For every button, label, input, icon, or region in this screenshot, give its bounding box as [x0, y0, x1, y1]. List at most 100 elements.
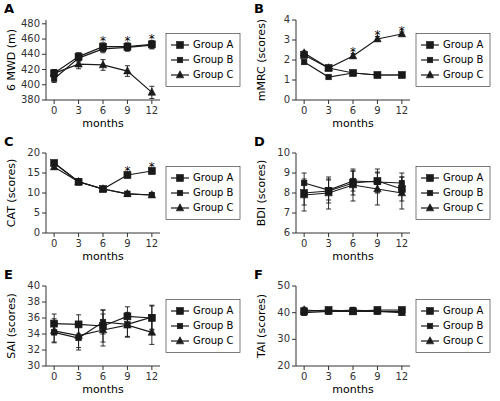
y-tick-label: 1 — [284, 74, 290, 85]
error-cap — [101, 310, 106, 311]
error-cap — [125, 51, 130, 52]
error-cap — [76, 347, 81, 348]
series-line — [54, 45, 152, 79]
x-tick — [127, 366, 128, 370]
x-tick — [304, 233, 305, 237]
x-tick-label: 6 — [100, 238, 106, 249]
y-tick — [292, 60, 296, 61]
error-cap — [149, 48, 154, 49]
marker — [50, 163, 58, 170]
figure: A380400420440460480036912months6 MWD (m)… — [0, 0, 500, 401]
marker — [148, 328, 156, 335]
marker — [350, 70, 357, 77]
marker — [349, 307, 357, 314]
marker — [301, 59, 307, 65]
error-cap — [76, 314, 81, 315]
marker — [124, 190, 132, 197]
series-line — [54, 167, 152, 195]
marker — [325, 189, 333, 196]
x-tick — [78, 233, 79, 237]
error-cap — [101, 52, 106, 53]
legend-label: Group A — [443, 39, 484, 50]
legend-frame — [166, 300, 240, 353]
legend-label: Group A — [443, 172, 484, 183]
annotation: * — [149, 160, 155, 174]
marker — [427, 57, 433, 63]
marker — [426, 337, 434, 344]
y-tick-label: 20 — [277, 360, 290, 371]
x-tick — [377, 233, 378, 237]
error-cap — [52, 318, 57, 319]
y-tick — [42, 318, 46, 319]
y-tick-label: 8 — [284, 187, 290, 198]
panel-label: C — [4, 134, 14, 149]
legend-frame — [166, 167, 240, 220]
marker — [398, 189, 406, 196]
error-cap — [302, 173, 307, 174]
marker — [325, 64, 333, 71]
y-tick-label: 380 — [21, 94, 40, 105]
series-line — [54, 163, 152, 195]
marker — [426, 204, 434, 211]
x-tick — [377, 366, 378, 370]
marker — [427, 190, 433, 196]
marker — [177, 308, 184, 315]
x-tick-label: 9 — [124, 238, 130, 249]
marker — [125, 322, 131, 328]
y-tick-label: 36 — [27, 312, 40, 323]
error-bar — [351, 71, 356, 75]
error-cap — [52, 77, 57, 78]
legend: Group AGroup BGroup C — [166, 167, 240, 220]
x-tick-label: 6 — [100, 105, 106, 116]
annotation: * — [100, 34, 106, 48]
x-tick-label: 6 — [350, 105, 356, 116]
y-tick — [42, 334, 46, 335]
x-tick-label: 0 — [301, 371, 307, 382]
marker — [148, 315, 155, 322]
y-tick-label: 420 — [21, 64, 40, 75]
y-tick-label: 6 — [284, 227, 290, 238]
error-cap — [76, 68, 81, 69]
y-tick-label: 9 — [284, 167, 290, 178]
annotation: * — [149, 32, 155, 46]
x-tick-label: 9 — [374, 371, 380, 382]
x-tick — [401, 100, 402, 104]
legend: Group AGroup BGroup C — [416, 300, 490, 353]
y-tick — [292, 213, 296, 214]
x-axis-label: months — [332, 250, 374, 263]
x-tick — [328, 100, 329, 104]
legend-label: Group B — [193, 320, 234, 331]
marker — [99, 61, 107, 68]
y-tick-label: 3 — [284, 34, 290, 45]
x-tick-label: 3 — [75, 105, 81, 116]
marker — [374, 307, 381, 314]
marker — [374, 307, 382, 314]
y-tick — [42, 302, 46, 303]
x-tick-label: 0 — [301, 105, 307, 116]
marker — [325, 65, 332, 72]
x-tick-label: 0 — [51, 105, 57, 116]
marker — [75, 178, 82, 185]
error-cap — [149, 305, 154, 306]
marker — [51, 70, 58, 77]
y-tick-label: 0 — [34, 227, 40, 238]
x-tick — [127, 233, 128, 237]
error-cap — [399, 177, 404, 178]
error-cap — [399, 173, 404, 174]
plot-area — [300, 169, 405, 211]
error-cap — [76, 350, 81, 351]
legend-label: Group A — [193, 39, 234, 50]
y-tick — [292, 100, 296, 101]
x-tick — [328, 366, 329, 370]
y-tick — [292, 173, 296, 174]
y-axis-line — [46, 286, 47, 366]
x-tick-label: 0 — [51, 238, 57, 249]
y-tick — [292, 312, 296, 313]
x-tick — [328, 233, 329, 237]
x-tick — [353, 366, 354, 370]
y-tick-label: 38 — [27, 296, 40, 307]
y-tick-label: 460 — [21, 33, 40, 44]
error-cap — [52, 77, 57, 78]
panel-label: D — [254, 134, 265, 149]
x-tick-label: 6 — [100, 371, 106, 382]
